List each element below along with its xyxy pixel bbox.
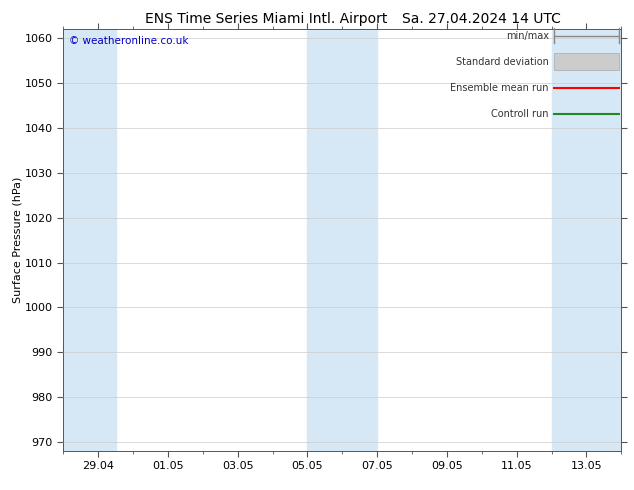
Text: Ensemble mean run: Ensemble mean run [450,83,549,93]
Text: min/max: min/max [506,31,549,41]
Text: © weatheronline.co.uk: © weatheronline.co.uk [69,36,188,46]
Text: Controll run: Controll run [491,109,549,119]
Bar [307,29,377,451]
Bar [554,53,619,70]
Text: Standard deviation: Standard deviation [456,57,549,67]
Y-axis label: Surface Pressure (hPa): Surface Pressure (hPa) [12,177,22,303]
Bar [552,29,621,451]
Text: Sa. 27.04.2024 14 UTC: Sa. 27.04.2024 14 UTC [403,12,561,26]
Text: ENS Time Series Miami Intl. Airport: ENS Time Series Miami Intl. Airport [145,12,387,26]
Bar [63,29,115,451]
